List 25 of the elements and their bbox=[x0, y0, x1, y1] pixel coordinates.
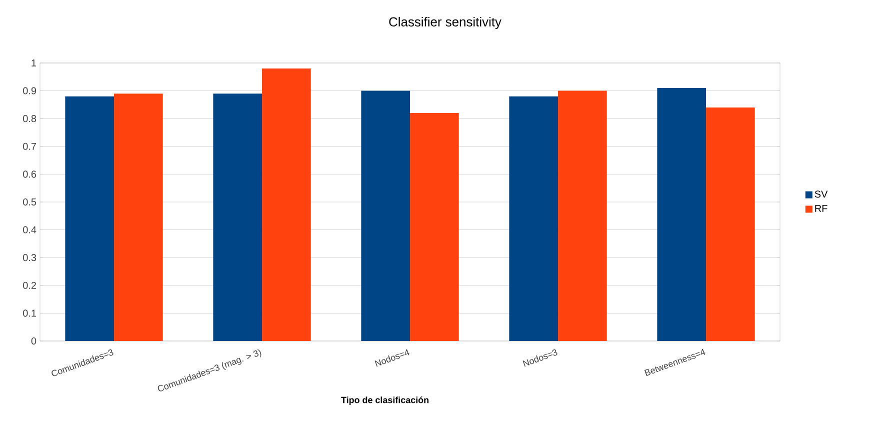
y-tick-label: 0.4 bbox=[23, 226, 36, 234]
legend-label: RF bbox=[815, 205, 828, 212]
legend-label: SV bbox=[814, 190, 828, 198]
y-tick-label: 0.5 bbox=[23, 198, 36, 206]
bar bbox=[213, 94, 262, 341]
bar bbox=[65, 96, 114, 341]
x-axis-title: Tipo de clasificación bbox=[341, 396, 428, 405]
bar bbox=[509, 96, 558, 341]
y-tick-label: 0 bbox=[31, 337, 36, 345]
y-tick-label: 1 bbox=[32, 60, 36, 66]
bar bbox=[262, 68, 311, 341]
y-tick-label: 0.1 bbox=[23, 310, 36, 317]
bar bbox=[114, 94, 163, 341]
chart-title: Classifier sensitivity bbox=[389, 16, 502, 30]
bar bbox=[558, 90, 607, 341]
y-tick-label: 0.2 bbox=[23, 282, 36, 289]
y-tick-label: 0.9 bbox=[23, 87, 36, 94]
bar bbox=[410, 113, 459, 341]
y-tick-label: 0.6 bbox=[23, 170, 36, 178]
bar bbox=[706, 107, 755, 341]
y-tick-label: 0.7 bbox=[23, 142, 36, 150]
bar bbox=[361, 90, 410, 341]
bar bbox=[657, 88, 706, 341]
y-tick-label: 0.8 bbox=[23, 115, 36, 122]
y-tick-label: 0.3 bbox=[23, 254, 36, 262]
